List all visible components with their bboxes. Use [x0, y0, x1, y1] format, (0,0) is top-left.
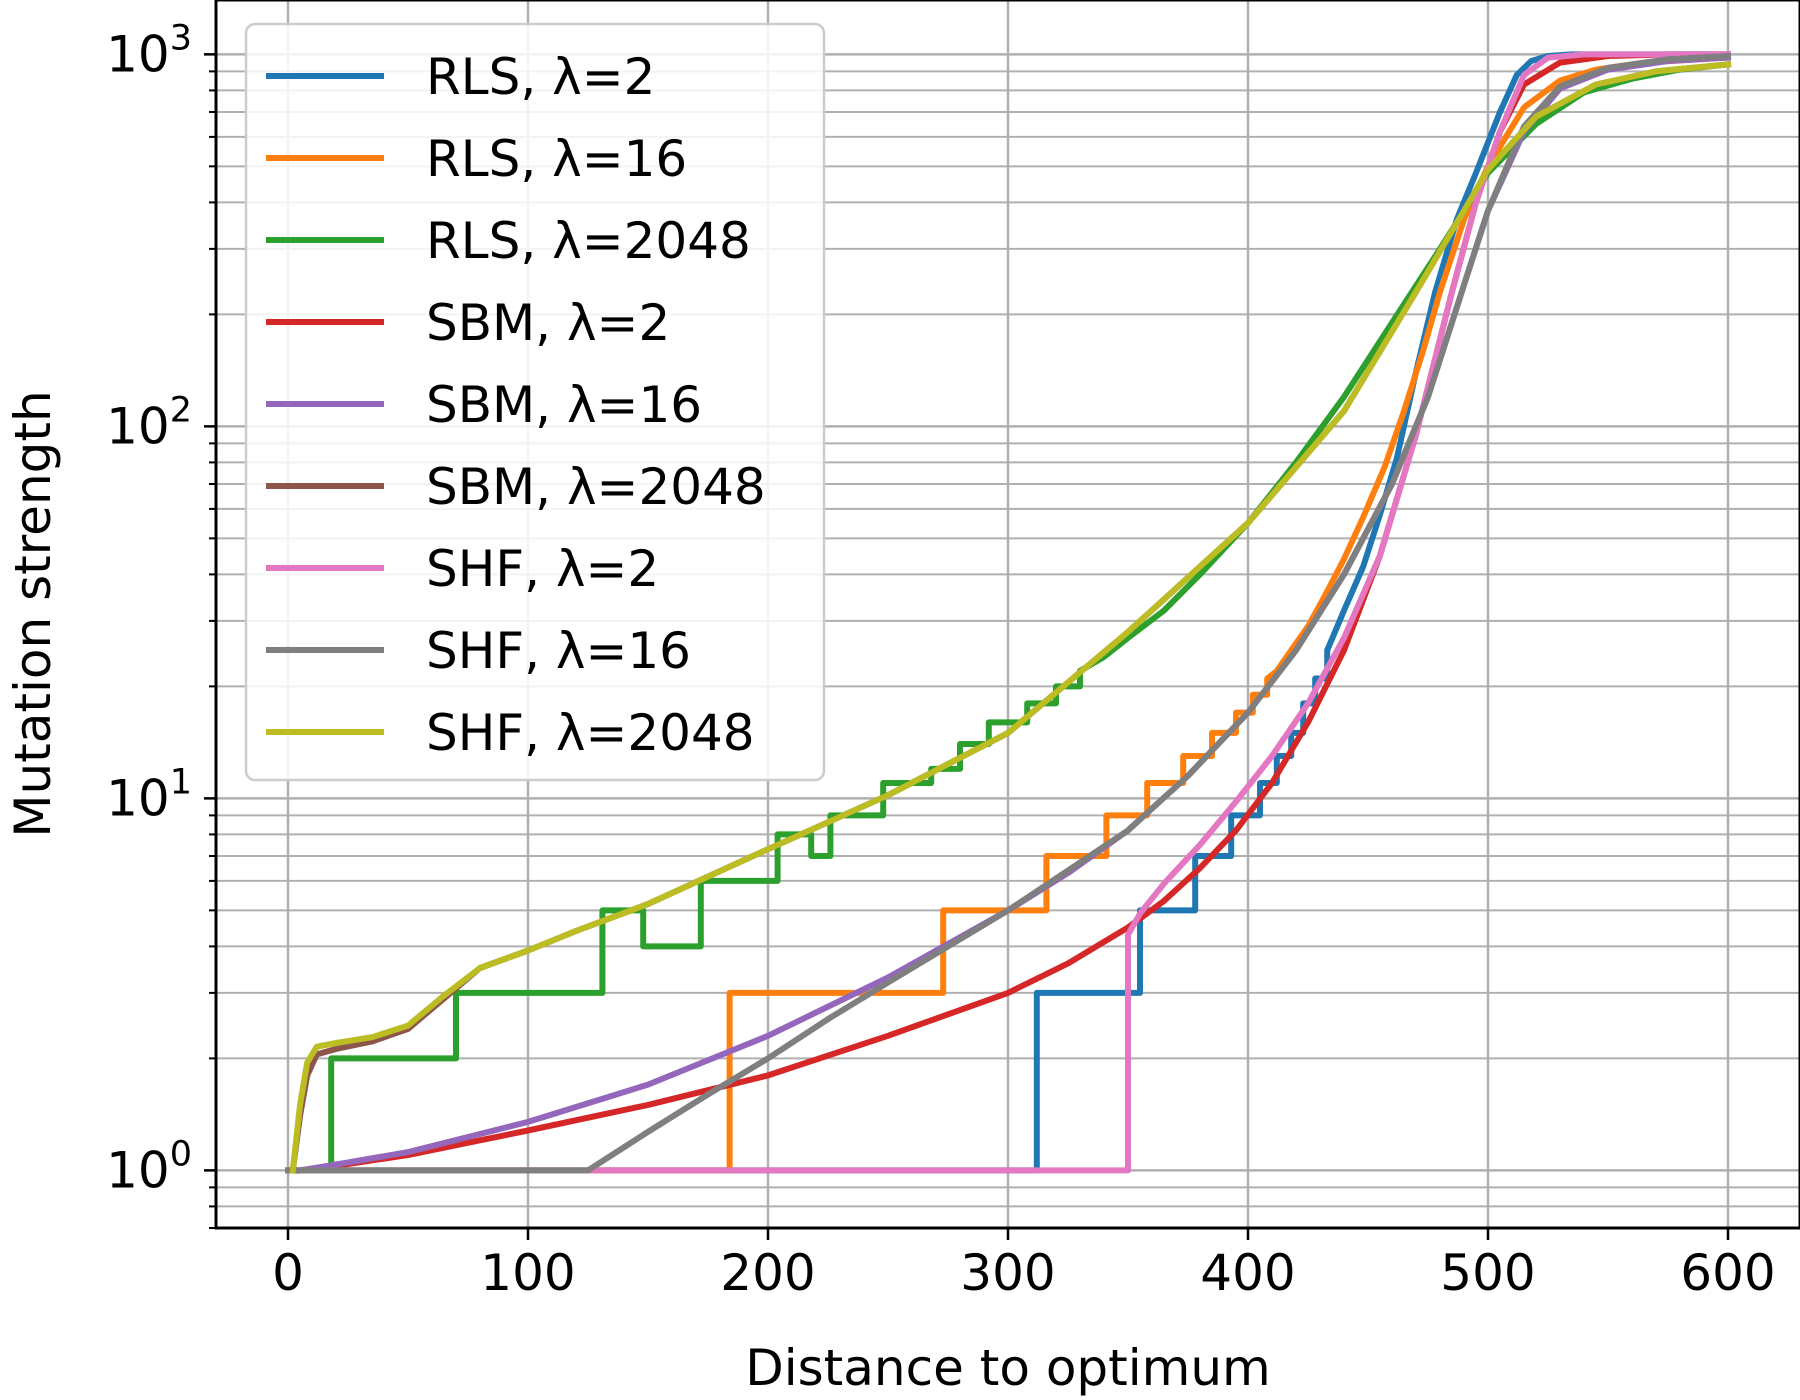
x-tick-label: 600	[1680, 1244, 1775, 1302]
y-tick-base: 10	[106, 25, 170, 83]
x-axis: 0 100 200 300 400 500 600	[272, 1228, 1776, 1302]
x-tick-label: 100	[480, 1244, 575, 1302]
series-line-7	[285, 51, 1731, 1174]
y-tick-exponent: 1	[170, 762, 192, 802]
y-tick-exponent: 2	[170, 390, 192, 430]
y-axis-label: Mutation strength	[4, 390, 62, 837]
x-tick-label: 400	[1200, 1244, 1295, 1302]
legend: RLS, λ=2 RLS, λ=16 RLS, λ=2048 SBM, λ=2 SBM,…	[244, 22, 826, 782]
series-line-3	[289, 61, 1732, 1174]
y-tick-label: 103	[106, 18, 192, 83]
series-line-9	[289, 61, 1732, 1174]
series-line-4	[296, 51, 1731, 1174]
y-tick-label: 100	[106, 1134, 192, 1199]
legend-box	[244, 22, 826, 782]
legend-label: SBM, λ=2048	[426, 458, 766, 516]
y-tick-exponent: 0	[170, 1134, 192, 1174]
legend-label: RLS, λ=16	[426, 130, 687, 188]
x-tick-label: 200	[720, 1244, 815, 1302]
series-layer	[285, 51, 1732, 1174]
legend-label: SBM, λ=16	[426, 376, 702, 434]
y-tick-base: 10	[106, 397, 170, 455]
legend-label: SHF, λ=2048	[426, 704, 755, 762]
y-tick-base: 10	[106, 1141, 170, 1199]
y-tick-exponent: 3	[170, 18, 192, 58]
legend-label: SHF, λ=2	[426, 540, 659, 598]
y-tick-label: 101	[106, 762, 192, 827]
y-tick-label: 102	[106, 390, 192, 455]
legend-label: RLS, λ=2048	[426, 212, 751, 270]
legend-label: SBM, λ=2	[426, 294, 670, 352]
x-tick-label: 300	[960, 1244, 1055, 1302]
x-axis-label: Distance to optimum	[745, 1339, 1271, 1397]
x-tick-label: 500	[1440, 1244, 1535, 1302]
x-tick-label: 0	[272, 1244, 304, 1302]
legend-label: SHF, λ=16	[426, 622, 691, 680]
y-tick-base: 10	[106, 769, 170, 827]
legend-label: RLS, λ=2	[426, 48, 655, 106]
